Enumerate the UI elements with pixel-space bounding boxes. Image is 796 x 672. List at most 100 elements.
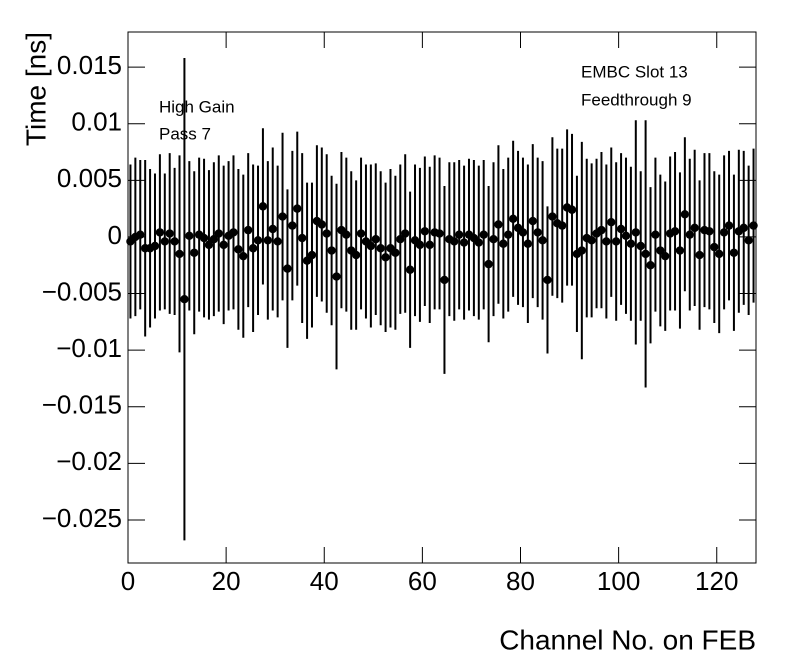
data-point	[160, 237, 169, 246]
data-point	[518, 228, 528, 237]
data-point	[499, 239, 508, 248]
data-point	[391, 248, 400, 257]
data-point	[641, 249, 650, 259]
y-tick-label: 0	[108, 220, 122, 250]
data-point	[150, 241, 160, 251]
data-point	[253, 236, 263, 245]
y-tick-label: 0.01	[71, 107, 122, 137]
data-point	[283, 264, 292, 273]
data-point	[675, 246, 685, 255]
data-point	[558, 221, 567, 230]
data-point	[661, 251, 670, 261]
x-tick-label: 40	[310, 566, 339, 596]
data-point	[504, 230, 513, 239]
data-point	[302, 256, 312, 265]
data-point	[263, 236, 273, 245]
data-point	[351, 250, 361, 260]
data-point	[322, 229, 331, 238]
data-point	[175, 249, 184, 259]
data-point	[366, 241, 376, 251]
data-point	[244, 225, 253, 235]
x-tick-label: 80	[506, 566, 535, 596]
data-point	[621, 231, 631, 240]
data-point	[489, 234, 498, 244]
data-point	[685, 230, 694, 239]
data-point	[297, 233, 307, 243]
data-point	[214, 229, 223, 238]
y-tick-label: 0.005	[57, 163, 122, 193]
data-point	[371, 234, 380, 244]
data-point	[749, 221, 758, 230]
data-point	[239, 251, 248, 261]
data-point	[293, 204, 302, 213]
data-point	[440, 275, 449, 285]
data-point	[587, 236, 596, 245]
data-point	[533, 228, 542, 237]
y-axis-title: Time [ns]	[20, 32, 51, 146]
y-tick-label: −0.02	[56, 446, 122, 476]
data-point	[651, 230, 660, 239]
annotation: High Gain	[159, 97, 235, 116]
data-point	[484, 259, 493, 269]
data-point	[209, 234, 219, 244]
data-point	[234, 245, 243, 254]
y-tick-label: 0.015	[57, 50, 122, 80]
data-point	[327, 246, 336, 255]
data-point	[656, 246, 665, 255]
data-point	[273, 237, 282, 246]
data-point	[219, 240, 228, 250]
annotation: Feedthrough 9	[581, 90, 692, 109]
data-point	[646, 261, 655, 270]
data-point	[705, 227, 714, 236]
data-point	[680, 210, 690, 219]
data-point	[695, 250, 704, 260]
data-point	[729, 248, 739, 257]
data-point	[356, 229, 366, 238]
x-tick-label: 60	[408, 566, 437, 596]
data-point	[744, 236, 753, 245]
data-point	[690, 223, 699, 233]
data-point	[288, 221, 297, 230]
data-point	[248, 244, 258, 253]
data-point	[381, 253, 390, 262]
data-point	[631, 228, 640, 237]
y-tick-label: −0.025	[42, 503, 122, 533]
data-point	[425, 240, 434, 250]
data-point	[229, 228, 238, 237]
data-point	[342, 230, 351, 239]
data-point	[136, 230, 145, 239]
data-point	[597, 225, 606, 235]
data-point	[636, 241, 645, 251]
x-axis-title: Channel No. on FEB	[499, 624, 756, 655]
data-point	[626, 239, 636, 248]
data-point	[710, 242, 719, 252]
data-point	[155, 228, 165, 237]
data-point	[396, 234, 405, 244]
data-point	[724, 221, 734, 230]
data-point	[607, 218, 616, 227]
data-point	[719, 228, 729, 237]
data-point	[420, 227, 430, 236]
data-point	[307, 250, 317, 260]
data-point	[523, 239, 533, 248]
data-point	[415, 240, 425, 250]
data-point	[577, 246, 587, 255]
x-tick-label: 100	[597, 566, 640, 596]
data-point	[190, 248, 199, 257]
data-point	[670, 227, 680, 236]
data-point	[739, 223, 748, 233]
data-point	[474, 238, 483, 247]
x-tick-label: 120	[695, 566, 738, 596]
data-point	[528, 216, 537, 226]
data-point	[376, 244, 385, 253]
data-point	[199, 233, 209, 243]
plot-frame	[127, 31, 757, 564]
x-tick-label: 0	[121, 566, 135, 596]
data-point	[268, 224, 277, 234]
data-point	[616, 224, 626, 234]
data-point	[435, 229, 444, 238]
data-point	[180, 294, 189, 304]
data-point	[278, 212, 287, 221]
